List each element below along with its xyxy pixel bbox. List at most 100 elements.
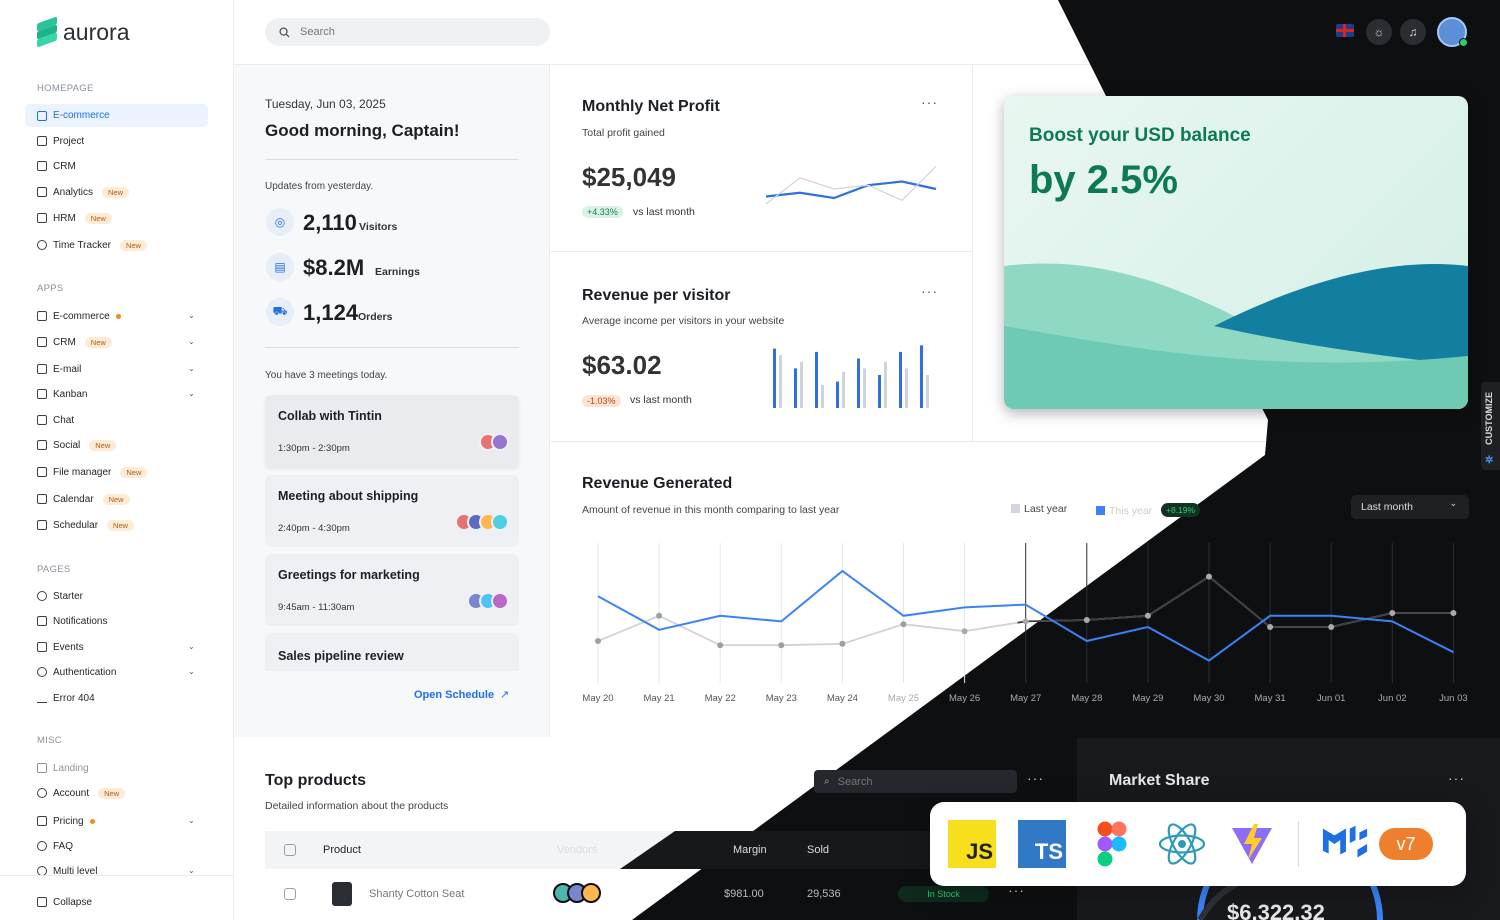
sidebar-item-time-tracker[interactable]: Time Tracker New (37, 238, 147, 252)
series-point-last-year[interactable] (1144, 612, 1151, 619)
sidebar-item-apps-ecommerce[interactable]: E-commerce (37, 309, 121, 323)
sidebar-item-notifications[interactable]: Notifications (37, 614, 107, 628)
series-point-last-year[interactable] (1450, 610, 1457, 616)
sidebar-item-authentication[interactable]: Authentication (37, 665, 116, 679)
sidebar-item-chat[interactable]: Chat (37, 413, 74, 427)
sidebar-item-landing[interactable]: Landing (37, 761, 89, 775)
sidebar-item-ecommerce[interactable]: E-commerce (25, 104, 208, 127)
period-select-value: Last month (1361, 501, 1413, 513)
sidebar-item-label: Events (53, 641, 84, 653)
series-point-last-year[interactable] (1022, 618, 1029, 625)
sidebar-item-pricing[interactable]: Pricing (37, 814, 95, 828)
chevron-down-icon[interactable]: ⌄ (188, 364, 195, 373)
uk-flag-icon[interactable] (1336, 24, 1354, 37)
profit-subtitle: Total profit gained (582, 127, 665, 139)
collapse-button[interactable]: Collapse (37, 895, 92, 909)
external-link-icon[interactable]: ↗ (500, 689, 510, 701)
series-point-last-year[interactable] (595, 638, 601, 644)
meeting-card[interactable]: Sales pipeline review (265, 633, 519, 671)
sidebar-item-email[interactable]: E-mail (37, 362, 81, 376)
product-name[interactable]: Shanty Cotton Seat (369, 888, 465, 900)
column-sold[interactable]: Sold (807, 844, 830, 856)
meeting-card[interactable]: Meeting about shipping 2:40pm - 4:30pm (265, 475, 519, 547)
sidebar-item-project[interactable]: Project (37, 134, 84, 148)
series-point-last-year[interactable] (1267, 624, 1274, 630)
figma-icon (1088, 820, 1136, 868)
sidebar-item-calendar[interactable]: Calendar New (37, 492, 130, 506)
sidebar-item-social[interactable]: Social New (37, 438, 117, 452)
landing-icon (37, 763, 47, 773)
new-badge: New (120, 466, 148, 478)
play-circle-icon (37, 591, 47, 601)
series-point-last-year[interactable] (1206, 573, 1212, 580)
sidebar-item-account[interactable]: Account New (37, 786, 126, 800)
more-icon[interactable]: ··· (921, 283, 938, 299)
series-point-last-year[interactable] (717, 642, 724, 649)
meeting-card[interactable]: Collab with Tintin 1:30pm - 2:30pm (265, 395, 519, 467)
cart-icon (37, 110, 47, 121)
sidebar-item-analytics[interactable]: Analytics New (37, 185, 130, 199)
promo-card[interactable]: Boost your USD balance by 2.5% (1004, 96, 1468, 409)
sidebar-item-schedular[interactable]: Schedular New (37, 518, 135, 532)
sidebar-item-kanban[interactable]: Kanban (37, 387, 87, 401)
customize-tab[interactable]: CUSTOMIZE ✲ (1481, 382, 1500, 470)
series-point-last-year[interactable] (656, 612, 663, 619)
chevron-down-icon[interactable]: ⌄ (188, 642, 195, 651)
chevron-down-icon[interactable]: ⌄ (188, 866, 195, 875)
user-avatar[interactable] (1437, 17, 1468, 47)
typescript-icon: TS (1018, 820, 1066, 868)
search-input[interactable] (300, 26, 500, 38)
column-margin[interactable]: Margin (733, 844, 767, 856)
series-point-last-year[interactable] (778, 642, 785, 649)
series-point-last-year[interactable] (900, 621, 907, 628)
products-search-input[interactable] (837, 775, 998, 788)
period-select[interactable]: Last month ⌄ (1351, 495, 1469, 519)
sidebar-item-error-404[interactable]: Error 404 (37, 691, 95, 705)
series-point-last-year[interactable] (961, 628, 968, 635)
brand-logo[interactable]: aurora (37, 16, 129, 48)
more-icon[interactable]: ··· (1027, 770, 1044, 786)
open-schedule-link[interactable]: Open Schedule (414, 689, 495, 701)
series-point-last-year[interactable] (1083, 617, 1090, 623)
sidebar-item-hrm[interactable]: HRM New (37, 211, 112, 225)
tag-icon (37, 816, 47, 826)
sidebar-item-file-manager[interactable]: File manager New (37, 465, 148, 479)
avatar (491, 513, 509, 531)
row-more-icon[interactable]: ··· (1008, 882, 1025, 898)
row-checkbox[interactable] (284, 888, 296, 900)
sidebar-item-faq[interactable]: FAQ (37, 839, 73, 853)
bell-icon (37, 616, 47, 626)
new-badge: New (98, 787, 126, 799)
x-tick-label: May 30 (1193, 693, 1224, 704)
chevron-down-icon[interactable]: ⌄ (188, 816, 195, 825)
more-icon[interactable]: ··· (921, 94, 938, 110)
new-badge: New (102, 493, 130, 505)
chevron-down-icon[interactable]: ⌄ (188, 311, 195, 320)
attendee-avatars (455, 513, 509, 531)
sidebar-item-apps-crm[interactable]: CRM New (37, 335, 112, 349)
series-point-last-year[interactable] (1328, 624, 1335, 630)
column-vendors[interactable]: Vendors (557, 844, 598, 856)
chevron-down-icon[interactable]: ⌄ (188, 337, 195, 346)
sidebar-item-events[interactable]: Events (37, 640, 84, 654)
sidebar-item-starter[interactable]: Starter (37, 589, 83, 603)
column-product[interactable]: Product (323, 844, 361, 856)
products-search[interactable]: ⌕ (814, 770, 1017, 793)
bell-icon[interactable]: ♫ (1400, 19, 1426, 45)
global-search[interactable] (265, 18, 550, 46)
chevron-down-icon[interactable]: ⌄ (188, 667, 195, 676)
divider (265, 159, 519, 160)
series-point-last-year[interactable] (839, 640, 846, 647)
chevron-down-icon[interactable]: ⌄ (188, 389, 195, 398)
sidebar-item-crm[interactable]: CRM (37, 159, 76, 173)
rpv-bar-previous (863, 368, 866, 408)
rpv-bar-previous (800, 361, 803, 408)
more-icon[interactable]: ··· (1448, 770, 1465, 786)
series-point-last-year[interactable] (1389, 610, 1396, 616)
x-tick-label: Jun 02 (1378, 693, 1407, 704)
rpv-bar-previous (842, 371, 845, 408)
meeting-card[interactable]: Greetings for marketing 9:45am - 11:30am (265, 554, 519, 626)
theme-toggle-icon[interactable]: ☼ (1366, 19, 1392, 45)
select-all-checkbox[interactable] (284, 844, 296, 856)
product-thumbnail (332, 882, 352, 906)
